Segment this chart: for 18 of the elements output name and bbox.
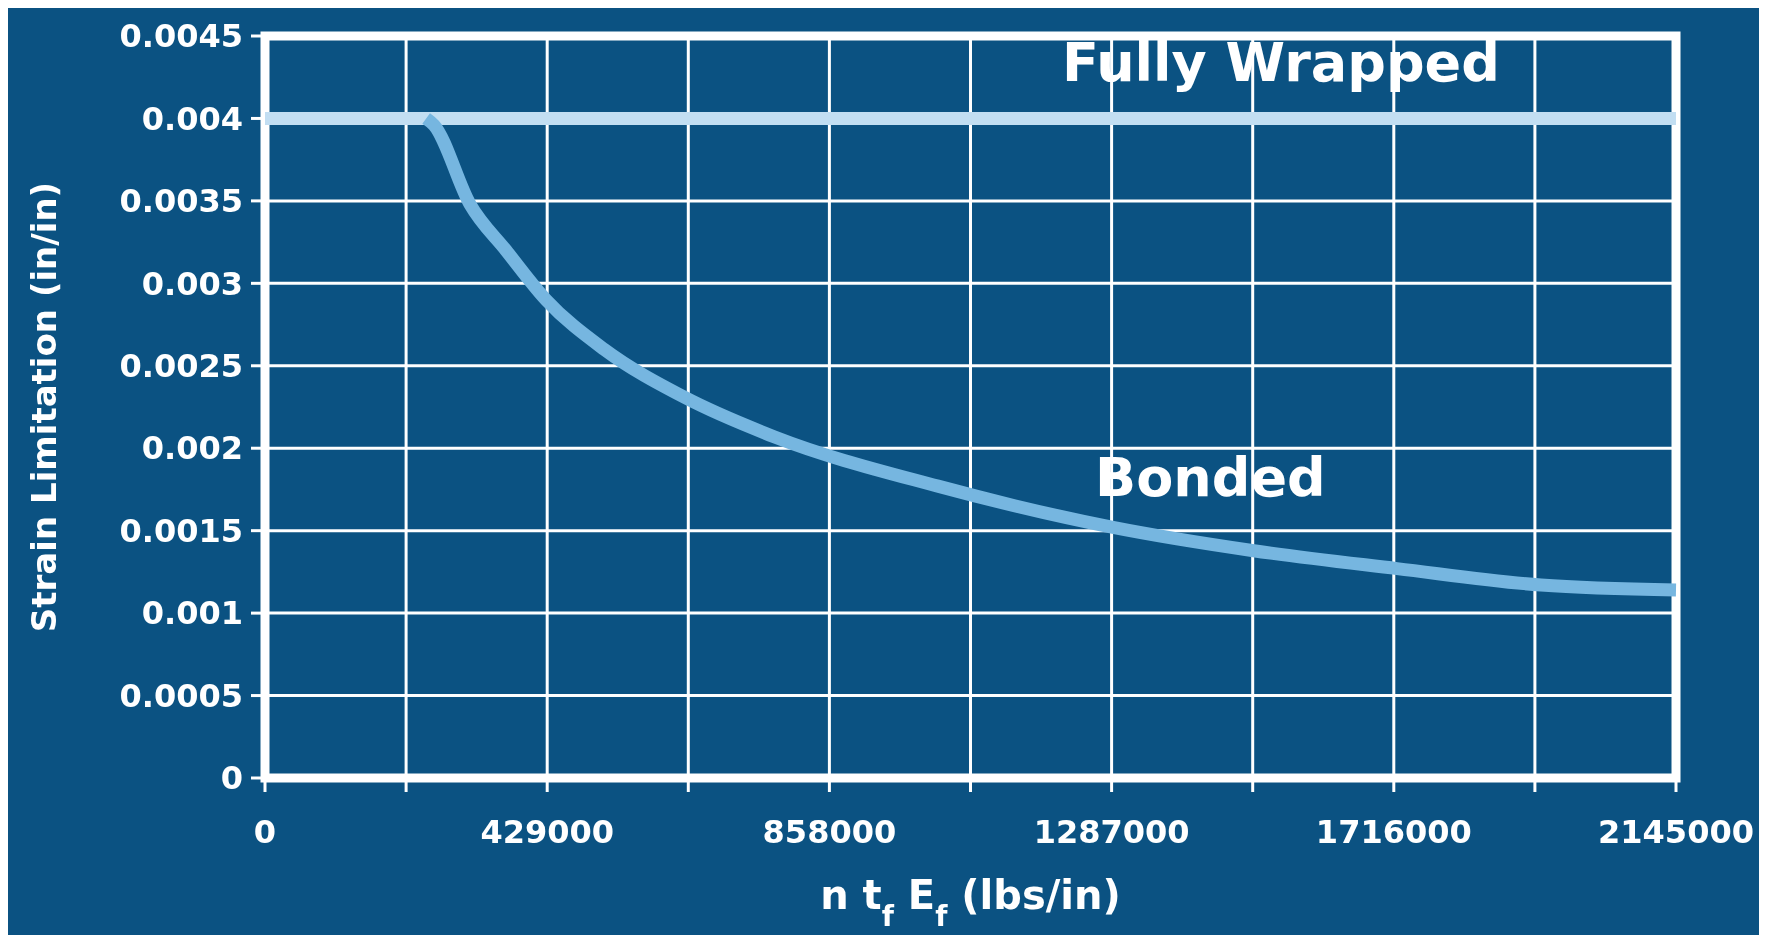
y-tick-label: 0.0035 [119, 182, 243, 221]
x-tick-label: 858000 [762, 813, 897, 851]
y-tick-label: 0.0005 [119, 676, 243, 715]
x-tick-label: 0 [253, 813, 277, 851]
y-tick-label: 0.002 [141, 429, 243, 468]
y-tick-label: 0 [220, 759, 243, 798]
y-tick-label: 0.004 [141, 99, 243, 138]
x-tick-label: 2145000 [1598, 813, 1754, 851]
y-tick-label: 0.003 [141, 264, 243, 303]
x-tick-label: 1716000 [1315, 813, 1472, 851]
y-tick-label: 0.0025 [119, 346, 243, 385]
y-tick-label: 0.001 [141, 594, 243, 633]
y-tick-label: 0.0045 [119, 17, 243, 56]
y-tick-label: 0.0015 [119, 511, 243, 550]
x-tick-label: 1287000 [1033, 813, 1190, 851]
x-tick-label: 429000 [480, 813, 614, 851]
x-axis-title: n t$_{f}$ E$_{f}$ (lbs/in) [820, 872, 1121, 933]
y-axis-title: Strain Limitation (in/in) [24, 181, 64, 633]
